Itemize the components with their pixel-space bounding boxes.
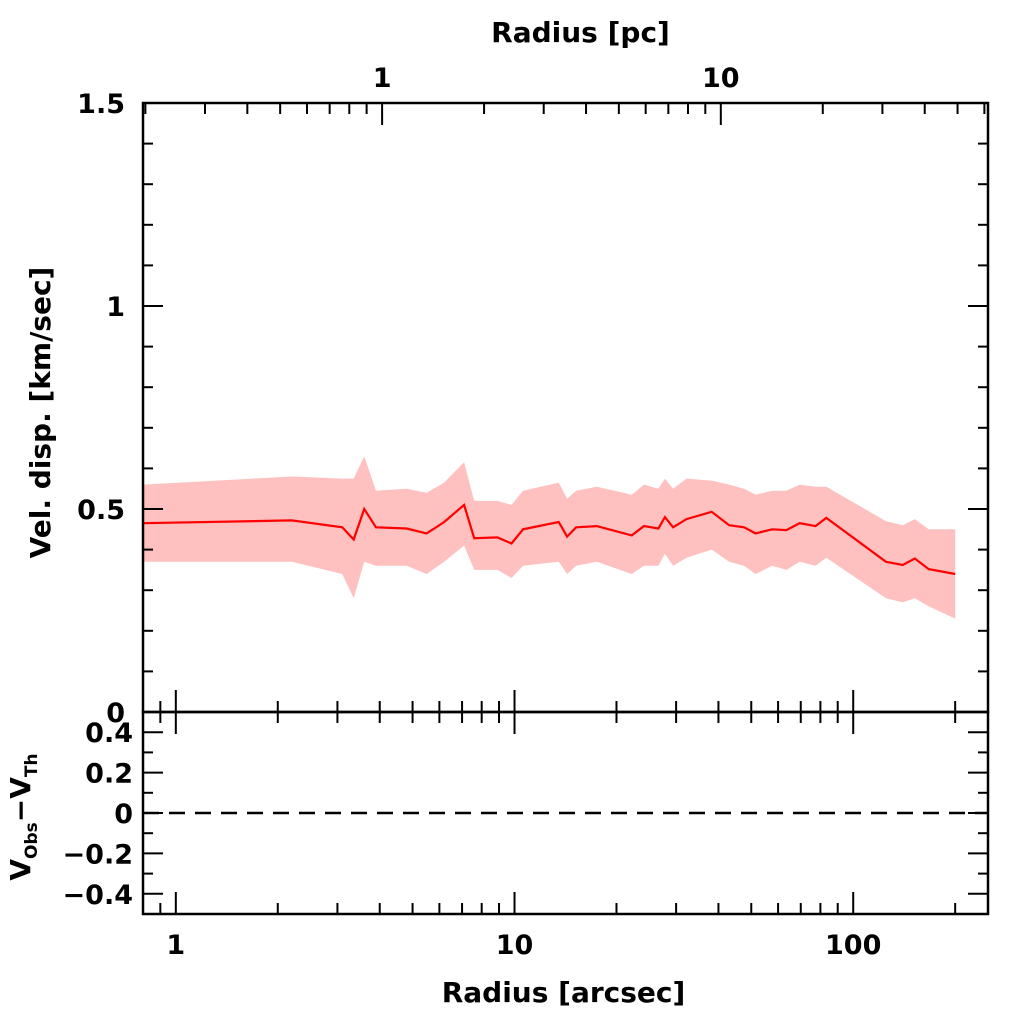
main-y-axis-label: Vel. disp. [km/sec] — [24, 267, 57, 559]
residual-y-tick-label: −0.2 — [63, 839, 133, 870]
top-x-tick-labels: 1 10 — [373, 63, 740, 94]
bottom-x-tick-labels: 1 10 100 — [166, 930, 881, 961]
main-y-tick-labels: 0 0.5 1 1.5 — [77, 89, 125, 729]
main-y-tick-label: 1 — [106, 292, 125, 323]
residual-label-th: Th — [22, 753, 42, 777]
bottom-x-axis-label: Radius [arcsec] — [442, 976, 686, 1009]
residual-y-tick-label: 0.4 — [85, 718, 133, 749]
main-y-tick-label: 1.5 — [77, 89, 125, 120]
top-x-tick-label: 10 — [702, 63, 740, 94]
residual-label-v: V — [4, 859, 37, 881]
main-y-tick-label: 0.5 — [77, 495, 125, 526]
top-x-tick-label: 1 — [373, 63, 392, 94]
main-y-tick-label: 0 — [106, 698, 125, 729]
residual-y-tick-label: 0 — [114, 799, 133, 830]
residual-panel: 0.4 0.2 0 −0.2 −0.4 1 10 100 Radius [arcsec] V… — [4, 710, 990, 1009]
main-panel-ticks — [142, 102, 988, 713]
residual-y-axis-label: VObs−VTh — [4, 753, 42, 880]
bottom-x-tick-label: 1 — [166, 930, 185, 961]
bottom-x-tick-label: 100 — [825, 930, 881, 961]
top-x-axis-label: Radius [pc] — [491, 16, 670, 49]
residual-y-tick-labels: 0.4 0.2 0 −0.2 −0.4 — [63, 718, 133, 911]
residual-label-obs: Obs — [22, 822, 42, 859]
residual-panel-ticks — [142, 711, 988, 915]
bottom-x-tick-label: 10 — [496, 930, 534, 961]
main-panel: 0 0.5 1 1.5 1 10 Radius [pc] Vel. disp. [km/… — [24, 16, 990, 729]
residual-label-minus-v: −V — [4, 777, 37, 822]
main-panel-frame — [141, 101, 990, 714]
velocity-dispersion-uncertainty-band — [143, 456, 956, 619]
velocity-dispersion-curve — [142, 502, 956, 576]
residual-y-tick-label: 0.2 — [85, 759, 133, 790]
residual-y-tick-label: −0.4 — [63, 880, 133, 911]
